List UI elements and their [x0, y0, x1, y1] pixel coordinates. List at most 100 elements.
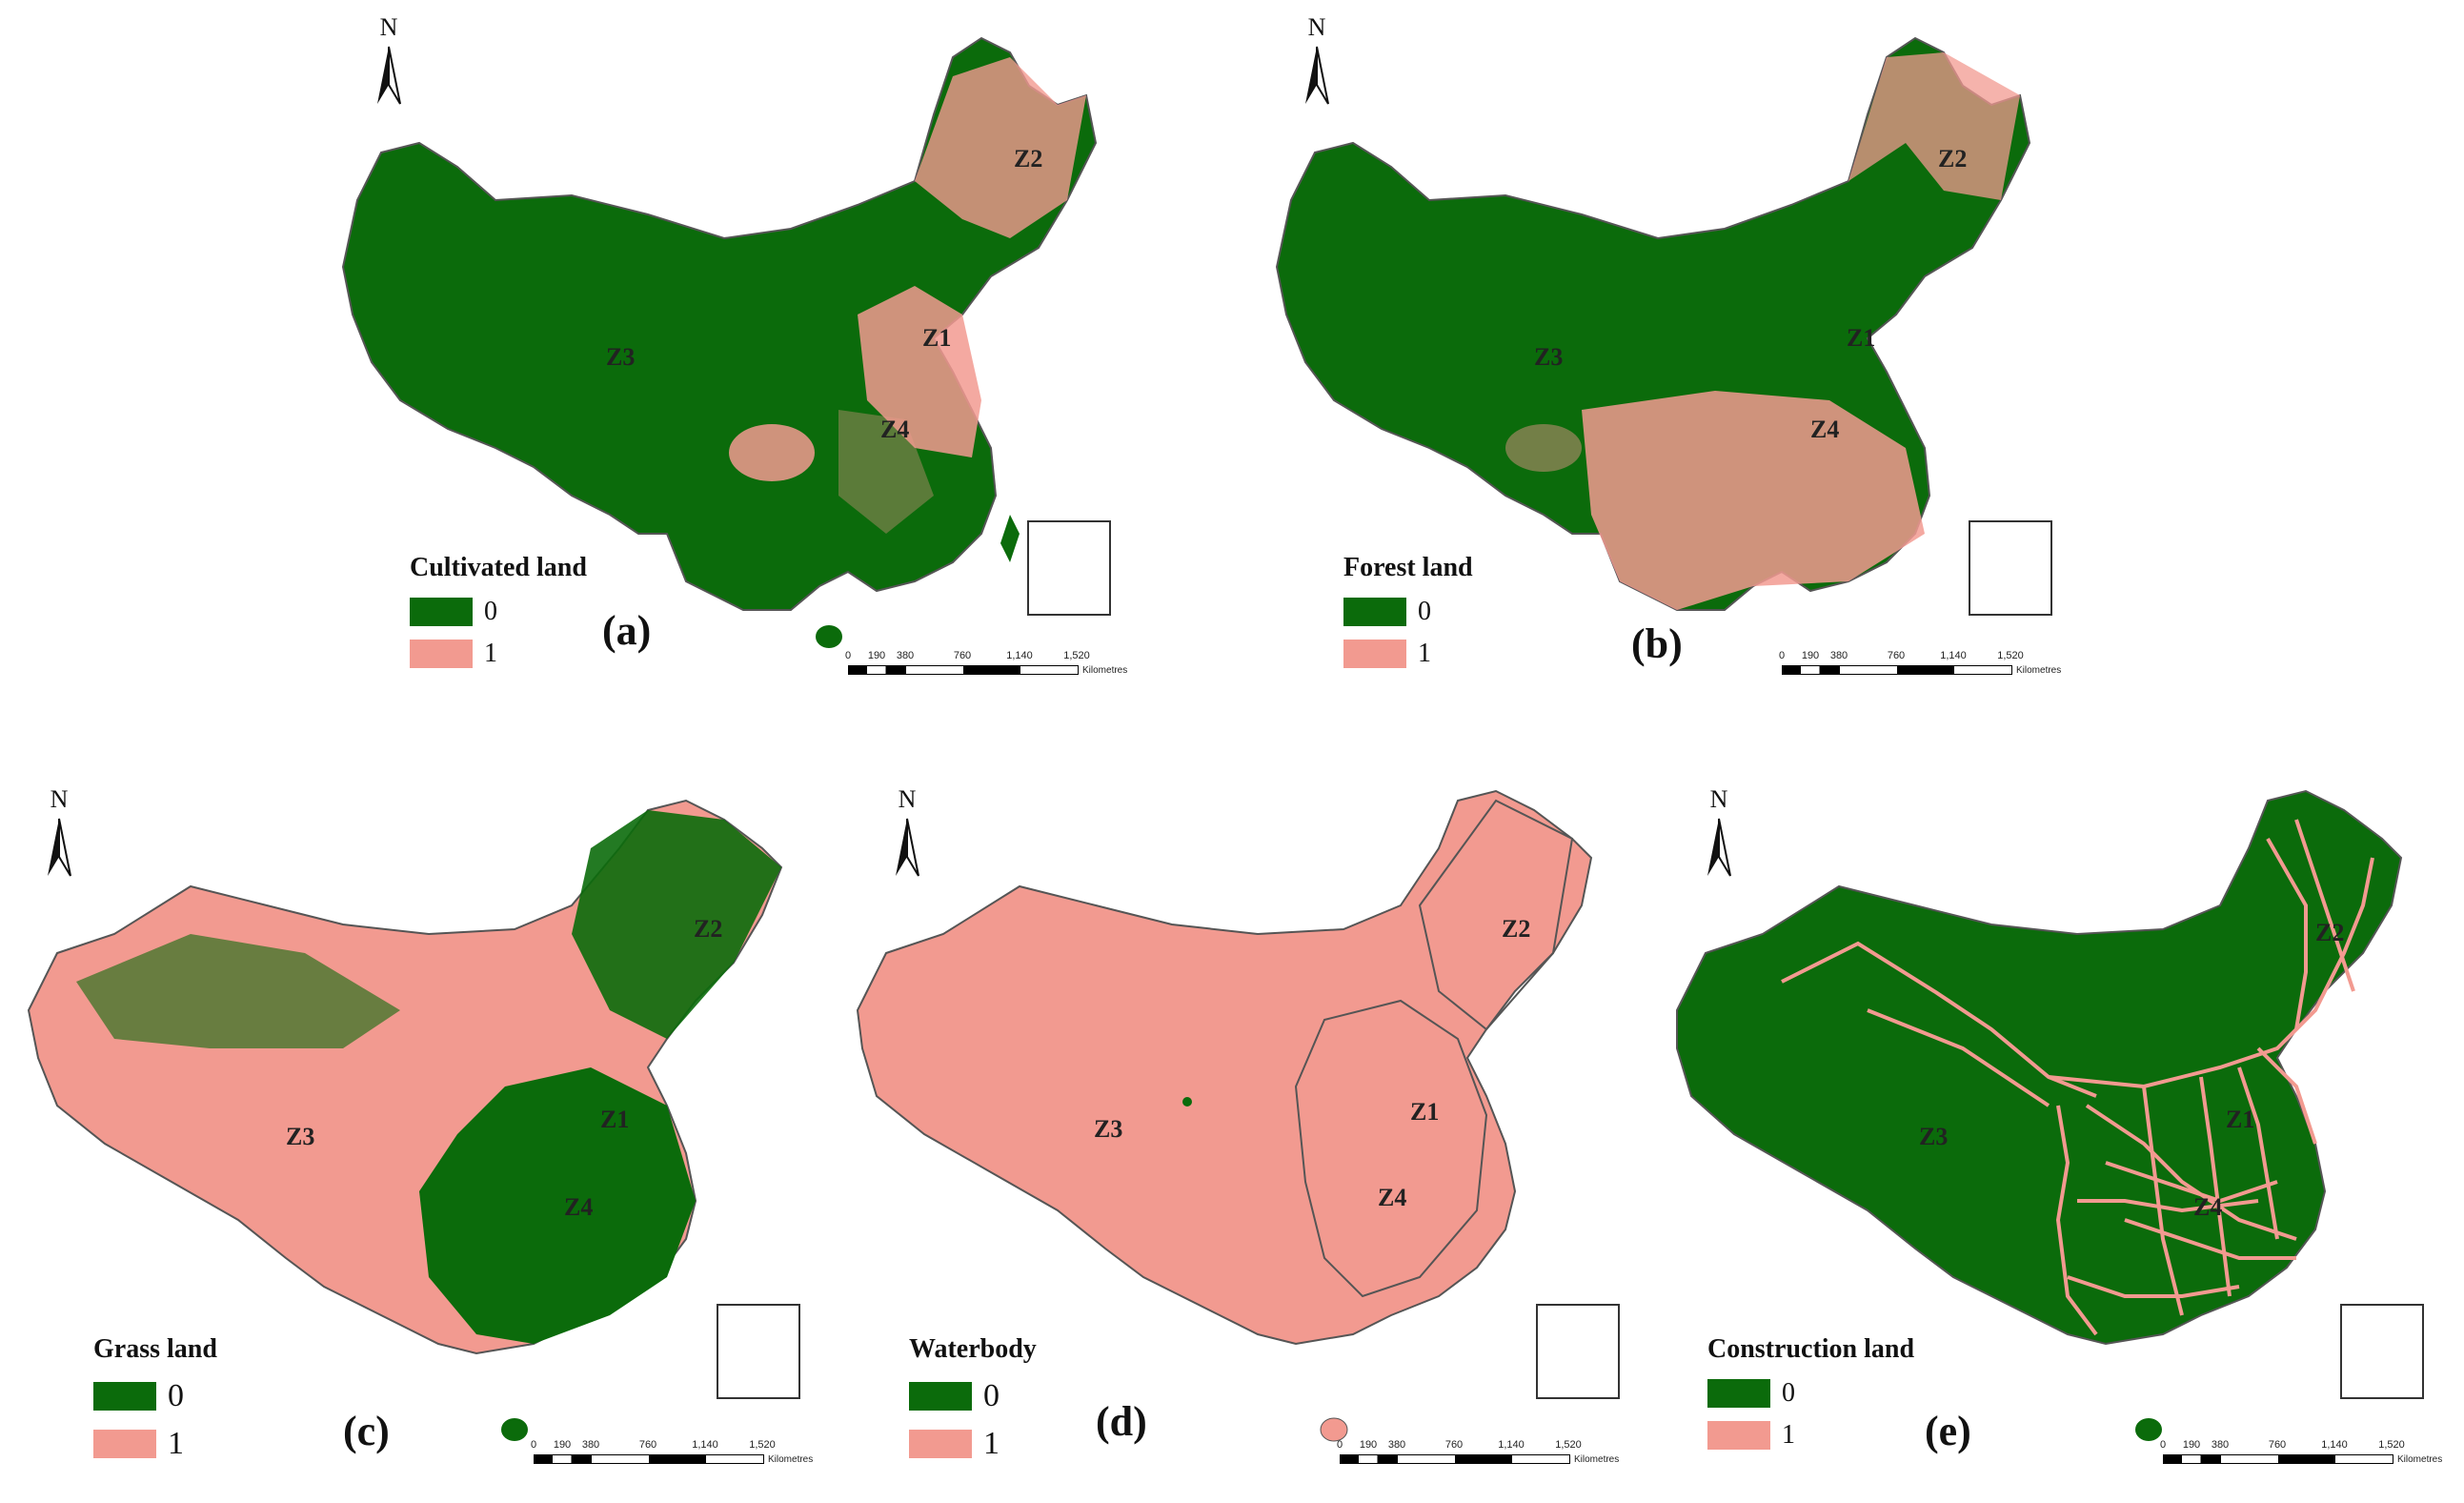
scale-bar: 0 190 380 760 1,140 1,520 Kilometres [2159, 1439, 2449, 1477]
road-network [1781, 819, 2374, 1336]
legend-value-1: 1 [1418, 639, 1431, 668]
scale-ticks: 0 190 380 760 1,140 1,520 [845, 650, 1134, 663]
scale-tick: 380 [2211, 1439, 2230, 1451]
swatch-1 [93, 1430, 156, 1458]
china-map-d [856, 789, 1593, 1442]
zone-label-z1: Z1 [1410, 1098, 1440, 1126]
swatch-1 [410, 640, 473, 668]
legend-b: Forest land 0 1 [1343, 553, 1473, 680]
legend-value-1: 1 [1782, 1420, 1795, 1450]
legend-a: Cultivated land 0 1 [410, 553, 587, 680]
zone-label-z4: Z4 [880, 416, 910, 443]
zone-label-z3: Z3 [1534, 343, 1564, 371]
swatch-0 [1343, 598, 1406, 626]
scale-tick: 190 [1359, 1439, 1378, 1451]
scale-tick: 0 [2159, 1439, 2167, 1451]
scale-tick: 1,140 [1498, 1439, 1525, 1451]
zone-label-z3: Z3 [606, 343, 636, 371]
scale-tick: 1,140 [2321, 1439, 2348, 1451]
swatch-1 [1343, 640, 1406, 668]
scale-tick: 760 [638, 1439, 657, 1451]
zone-label-z2: Z2 [1502, 915, 1531, 943]
swatch-1 [1707, 1421, 1770, 1450]
legend-value-1: 1 [484, 639, 497, 668]
scale-bar: 0 190 380 760 1,140 1,520 Kilometres [530, 1439, 819, 1477]
scale-tick: 380 [896, 650, 915, 661]
scale-bar: 0 190 380 760 1,140 1,520 Kilometres [1779, 650, 2068, 688]
zone-label-z4: Z4 [1378, 1184, 1407, 1211]
scale-bar-graphic [534, 1454, 764, 1464]
scale-tick: 1,520 [1555, 1439, 1582, 1451]
legend-value-1: 1 [168, 1426, 184, 1461]
map-panel-d: N Z1 Z2 Z3 Z4 Waterbody 0 1 (d) 0 190 38… [829, 762, 1648, 1503]
swatch-0 [1707, 1379, 1770, 1408]
scale-ticks: 0 190 380 760 1,140 1,520 [530, 1439, 819, 1452]
scale-tick: 0 [530, 1439, 537, 1451]
zone-label-z4: Z4 [2193, 1193, 2223, 1221]
legend-d: Waterbody 0 1 [909, 1334, 1037, 1473]
china-map-a [341, 36, 1098, 648]
legend-title: Grass land [93, 1334, 217, 1364]
scale-tick: 380 [1387, 1439, 1406, 1451]
legend-e: Construction land 0 1 [1707, 1334, 1914, 1462]
scale-tick: 1,520 [1997, 650, 2024, 661]
north-label: N [1307, 13, 1326, 41]
scale-tick: 380 [1829, 650, 1848, 661]
scale-unit: Kilometres [2397, 1454, 2443, 1465]
legend-value-1: 1 [983, 1426, 1000, 1461]
scale-tick: 1,140 [692, 1439, 718, 1451]
legend-title: Construction land [1707, 1334, 1915, 1364]
zone-label-z3: Z3 [1919, 1123, 1949, 1150]
legend-value-0: 0 [168, 1378, 184, 1413]
inset-south-china-sea [1969, 520, 2052, 616]
panel-letter-a: (a) [602, 607, 652, 654]
scale-bar: 0 190 380 760 1,140 1,520 Kilometres [845, 650, 1134, 688]
legend-title: Forest land [1343, 553, 1473, 582]
zone-label-z3: Z3 [286, 1123, 315, 1150]
zone-label-z2: Z2 [694, 915, 723, 943]
china-map-c [27, 799, 783, 1441]
zone-label-z2: Z2 [2315, 919, 2345, 946]
zone-label-z3: Z3 [1094, 1115, 1123, 1143]
scale-tick: 190 [553, 1439, 572, 1451]
scale-ticks: 0 190 380 760 1,140 1,520 [1337, 1439, 1626, 1452]
north-label: N [1709, 785, 1728, 813]
swatch-1 [909, 1430, 972, 1458]
north-label: N [50, 785, 69, 813]
scale-bar-graphic [848, 665, 1079, 675]
panel-letter-b: (b) [1631, 620, 1683, 667]
legend-title: Waterbody [909, 1334, 1037, 1364]
legend-title: Cultivated land [410, 553, 587, 582]
scale-tick: 760 [1887, 650, 1906, 661]
scale-unit: Kilometres [1574, 1454, 1620, 1465]
zone-label-z1: Z1 [600, 1106, 630, 1133]
swatch-0 [93, 1382, 156, 1411]
scale-bar-graphic [2163, 1454, 2393, 1464]
map-panel-b: N Z1 Z2 Z3 Z4 Forest land 0 1 (b) 0 190 … [1182, 0, 2464, 696]
scale-tick: 760 [2268, 1439, 2287, 1451]
map-panel-a: N Z1 Z2 Z3 Z4 Cultivated land 0 1 (a) 0 … [0, 0, 1182, 696]
panel-letter-d: (d) [1096, 1398, 1147, 1445]
scale-tick: 1,520 [749, 1439, 776, 1451]
scale-tick: 760 [1444, 1439, 1464, 1451]
scale-tick: 1,520 [2378, 1439, 2405, 1451]
scale-tick: 1,140 [1006, 650, 1033, 661]
inset-south-china-sea [1536, 1304, 1620, 1399]
scale-tick: 190 [2182, 1439, 2201, 1451]
legend-value-0: 0 [1418, 597, 1431, 626]
legend-value-0: 0 [983, 1378, 1000, 1413]
zone-label-z4: Z4 [564, 1193, 594, 1221]
china-map-b [1275, 36, 2031, 611]
panel-letter-c: (c) [343, 1408, 390, 1454]
scale-tick: 190 [1801, 650, 1820, 661]
scale-unit: Kilometres [768, 1454, 814, 1465]
north-label: N [898, 785, 917, 813]
zone-label-z1: Z1 [922, 324, 952, 352]
scale-unit: Kilometres [1082, 665, 1128, 676]
swatch-0 [410, 598, 473, 626]
legend-c: Grass land 0 1 [93, 1334, 217, 1473]
china-map-e [1676, 789, 2403, 1441]
zone-label-z1: Z1 [2226, 1106, 2255, 1133]
inset-south-china-sea [1027, 520, 1111, 616]
zone-label-z1: Z1 [1847, 324, 1876, 352]
